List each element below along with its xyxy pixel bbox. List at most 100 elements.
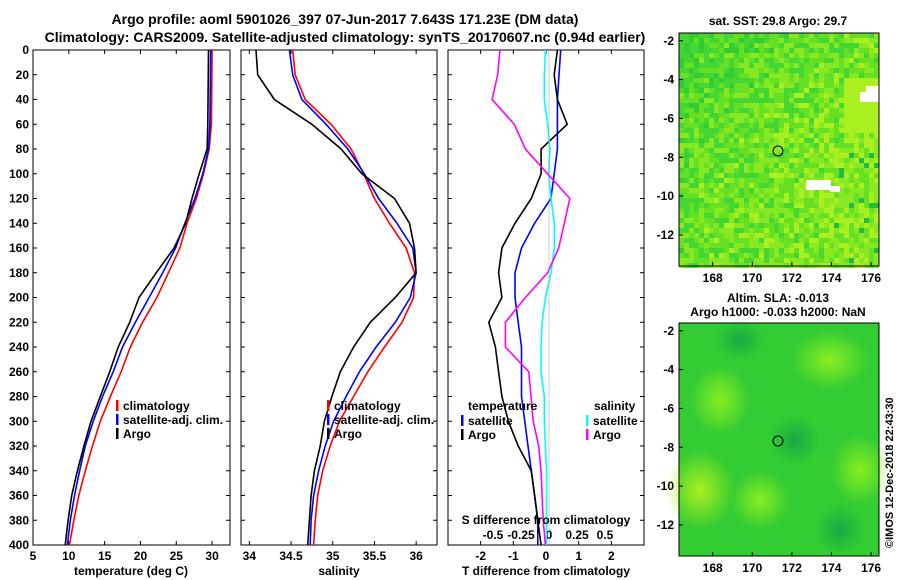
sst-cell [844, 258, 849, 263]
map-y-tick-label: -2 [663, 324, 674, 338]
sst-cell [724, 153, 729, 158]
sst-cell [864, 58, 869, 63]
sst-cell [844, 203, 849, 208]
sst-cell [789, 33, 794, 38]
sst-cell [794, 98, 799, 103]
sst-cell [789, 193, 794, 198]
sst-cell [869, 253, 874, 258]
sst-cell [834, 158, 839, 163]
sst-cell [869, 203, 874, 208]
sst-cell [814, 213, 819, 218]
sst-cell [709, 48, 714, 53]
sst-cell [784, 173, 789, 178]
sst-cell [804, 258, 809, 263]
sst-cell [689, 73, 694, 78]
sst-cell [804, 233, 809, 238]
temperature-series [64, 49, 213, 546]
sst-cell [699, 183, 704, 188]
sst-cell [714, 103, 719, 108]
sst-cell [814, 38, 819, 43]
sst-cell [759, 88, 764, 93]
sst-cell [849, 73, 854, 78]
sst-cell [719, 213, 724, 218]
sst-cell [734, 248, 739, 253]
sst-cell [789, 218, 794, 223]
depth-tick-label: 80 [16, 142, 30, 156]
series-line-s-satellite [540, 49, 556, 545]
sst-cell [809, 258, 814, 263]
sst-cell [809, 143, 814, 148]
sst-cell [789, 68, 794, 73]
sst-cell [709, 33, 714, 38]
sst-cell [729, 63, 734, 68]
salinity-x-ticks: 34 34.5 35 35.5 36 [243, 50, 423, 563]
depth-tick-label: 340 [9, 464, 29, 478]
sla-heatmap [665, 320, 890, 556]
sst-cell [794, 218, 799, 223]
sst-cell [714, 208, 719, 213]
sst-cell [679, 158, 684, 163]
sst-cell [719, 193, 724, 198]
sst-cell [859, 78, 864, 83]
sst-cell [779, 193, 784, 198]
sst-cell [869, 173, 874, 178]
sst-cell [739, 243, 744, 248]
sst-cell [754, 198, 759, 203]
sst-cell [704, 103, 709, 108]
sst-cell [794, 253, 799, 258]
sst-cell [744, 113, 749, 118]
sst-cell [759, 238, 764, 243]
sst-cell [729, 88, 734, 93]
sst-map-ticks: 168 170 172 174 176-2-4-6-8-10-12 [657, 34, 882, 285]
sst-cell [799, 88, 804, 93]
sst-cell [849, 223, 854, 228]
sst-cell [734, 98, 739, 103]
sst-cell [854, 183, 859, 188]
sst-cell [804, 223, 809, 228]
sst-cell [764, 33, 769, 38]
sst-cell [704, 178, 709, 183]
sst-cell [874, 198, 879, 203]
sst-cell [784, 48, 789, 53]
sst-cell [869, 248, 874, 253]
sst-cell [839, 203, 844, 208]
sst-cell [849, 233, 854, 238]
sst-cell [684, 243, 689, 248]
sst-cell [789, 223, 794, 228]
sst-cell [814, 173, 819, 178]
legend-label-s-satellite: satellite [593, 414, 638, 428]
temperature-legend: climatology satellite-adj. clim. Argo [116, 399, 223, 441]
sst-cell [784, 133, 789, 138]
sst-cell [874, 43, 879, 48]
sst-cell [839, 178, 844, 183]
sst-cell [839, 258, 844, 263]
sst-cell [714, 83, 719, 88]
legend-label-s-argo: Argo [593, 428, 621, 442]
sst-cell [684, 173, 689, 178]
sst-cell [814, 113, 819, 118]
sst-cell [704, 118, 709, 123]
sst-cell [689, 248, 694, 253]
sst-cell [789, 233, 794, 238]
sst-cell [699, 53, 704, 58]
sst-cell [869, 193, 874, 198]
sst-cell [699, 148, 704, 153]
sst-cell [819, 198, 824, 203]
sst-cell [839, 108, 844, 113]
sst-cell [844, 223, 849, 228]
sst-cell [724, 98, 729, 103]
sst-cell [739, 168, 744, 173]
sst-cell [769, 198, 774, 203]
sst-cell [699, 68, 704, 73]
sst-cell [849, 228, 854, 233]
sst-cell [744, 218, 749, 223]
sst-cell [789, 168, 794, 173]
sst-cell [869, 108, 874, 113]
sst-cell [749, 38, 754, 43]
sst-cell [759, 198, 764, 203]
sst-cell [769, 143, 774, 148]
sst-cell [759, 183, 764, 188]
sst-cell [824, 43, 829, 48]
sst-cell [714, 213, 719, 218]
sst-cell [764, 118, 769, 123]
